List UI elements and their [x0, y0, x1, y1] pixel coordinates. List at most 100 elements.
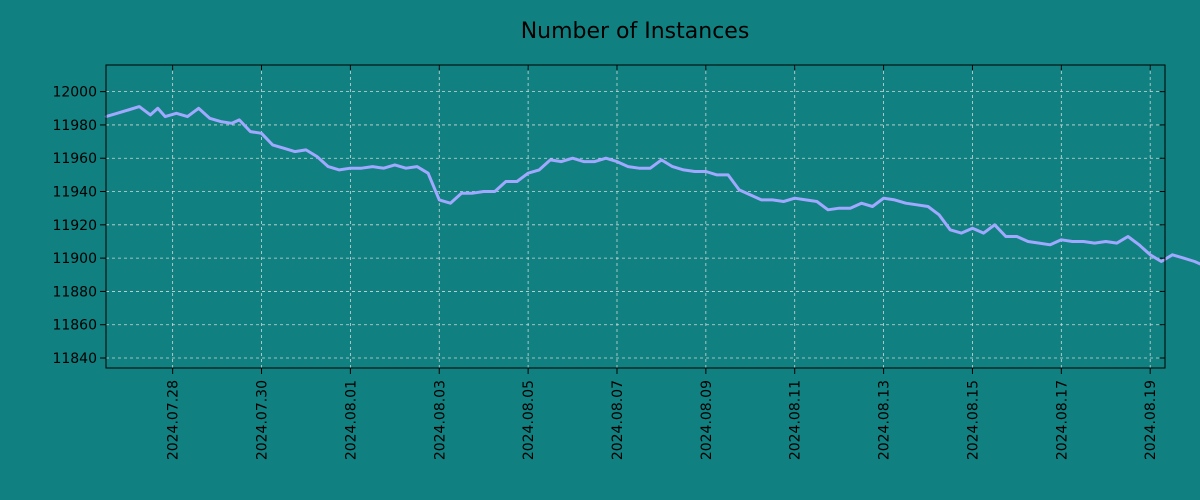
data-point — [426, 172, 430, 175]
data-point — [826, 208, 830, 211]
data-point — [882, 197, 885, 200]
data-point — [726, 173, 730, 177]
data-point — [626, 165, 630, 168]
data-point — [115, 112, 119, 115]
y-tick-label: 11840 — [52, 351, 97, 367]
data-point — [560, 160, 563, 163]
series-layer — [104, 105, 1200, 266]
data-point — [838, 207, 841, 210]
data-point — [504, 180, 508, 183]
data-point — [175, 112, 178, 115]
data-point — [1060, 238, 1063, 241]
axis-ticks: 11840 11860 11880 11900 11920 11940 11960 11980… — [52, 65, 1165, 460]
data-point — [449, 202, 452, 205]
data-point — [649, 167, 652, 170]
data-point — [571, 157, 574, 160]
data-point — [138, 105, 141, 108]
data-point — [1093, 241, 1096, 245]
data-point — [327, 165, 330, 168]
data-point — [971, 227, 974, 230]
data-point — [1115, 241, 1119, 245]
chart-title: Number of Instances — [521, 19, 750, 44]
data-point — [915, 203, 919, 206]
data-point — [949, 228, 952, 231]
data-point — [515, 180, 519, 183]
data-point — [771, 198, 774, 202]
data-point — [186, 115, 189, 118]
data-point — [415, 165, 419, 168]
data-point — [860, 202, 863, 205]
data-point — [849, 207, 852, 210]
data-point — [460, 192, 463, 195]
data-point — [1193, 260, 1196, 263]
data-point — [549, 158, 552, 162]
data-point — [704, 170, 708, 173]
data-point — [604, 157, 608, 160]
data-point — [208, 117, 211, 120]
y-tick-label: 11920 — [52, 218, 97, 234]
x-tick-label: 2024.08.07 — [610, 380, 626, 460]
data-point — [1149, 253, 1152, 256]
data-point — [760, 198, 763, 202]
data-point — [1037, 241, 1041, 245]
data-point — [338, 168, 341, 172]
data-point — [382, 167, 385, 170]
y-tick-label: 11880 — [52, 284, 97, 300]
x-tick-label: 2024.08.09 — [699, 380, 715, 460]
data-point — [993, 223, 996, 226]
data-point — [1026, 240, 1030, 243]
data-point — [1137, 243, 1141, 246]
x-tick-label: 2024.08.19 — [1143, 380, 1159, 460]
y-tick-label: 11900 — [52, 251, 97, 267]
y-tick-label: 11860 — [52, 318, 97, 334]
data-point — [230, 122, 234, 125]
data-point — [715, 173, 719, 177]
x-tick-label: 2024.07.30 — [255, 380, 271, 460]
data-point — [1015, 235, 1019, 238]
data-point — [1071, 240, 1074, 243]
data-point — [164, 115, 167, 118]
data-point — [271, 143, 274, 147]
data-point — [1104, 240, 1108, 243]
data-point — [1126, 235, 1130, 238]
x-tick-label: 2024.08.03 — [432, 380, 448, 460]
data-point — [482, 190, 485, 193]
data-point — [815, 200, 819, 203]
data-point — [260, 132, 263, 135]
data-point — [249, 130, 252, 133]
x-tick-label: 2024.08.17 — [1054, 380, 1070, 460]
data-point — [282, 147, 285, 150]
data-point — [682, 168, 685, 172]
data-point — [1082, 240, 1085, 243]
data-point — [349, 167, 352, 170]
data-point — [582, 160, 585, 163]
x-tick-label: 2024.07.28 — [166, 380, 182, 460]
data-point — [360, 167, 363, 170]
data-point — [1004, 235, 1007, 238]
data-point — [749, 193, 752, 197]
x-tick-label: 2024.08.11 — [788, 380, 804, 460]
data-point — [793, 197, 796, 200]
data-point — [782, 200, 785, 203]
data-point — [404, 167, 408, 170]
x-tick-label: 2024.08.13 — [877, 380, 893, 460]
data-point — [127, 108, 130, 112]
data-point — [1171, 253, 1174, 256]
data-point — [593, 160, 596, 163]
x-tick-label: 2024.08.05 — [521, 380, 537, 460]
data-point — [904, 202, 907, 205]
data-point — [1049, 243, 1052, 246]
data-point — [804, 198, 807, 202]
data-point — [304, 148, 308, 152]
y-tick-label: 11980 — [52, 118, 97, 134]
data-point — [638, 167, 641, 170]
data-point — [660, 158, 663, 162]
data-point — [937, 213, 941, 216]
data-point — [615, 160, 619, 163]
data-point — [393, 163, 396, 167]
data-point — [438, 198, 441, 202]
data-point — [526, 172, 530, 175]
data-point — [197, 107, 200, 110]
y-tick-label: 11940 — [52, 185, 97, 201]
data-point — [960, 231, 963, 235]
